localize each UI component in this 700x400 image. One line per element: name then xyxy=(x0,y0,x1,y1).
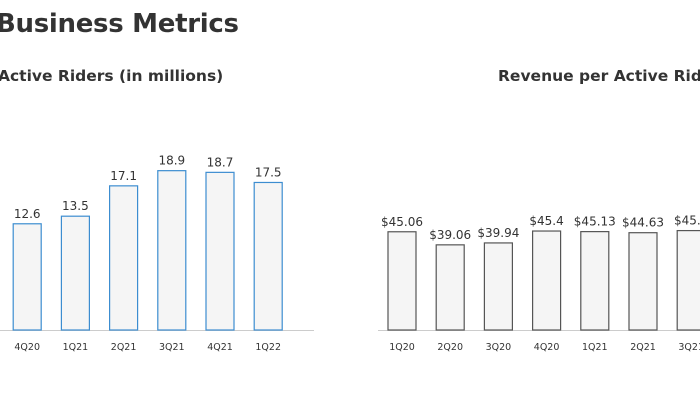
revenue-bar-1 xyxy=(435,244,465,331)
page-title: Business Metrics xyxy=(0,9,239,39)
riders-tick-label-3: 2Q21 xyxy=(111,342,137,353)
riders-bar-2 xyxy=(60,215,91,331)
riders-bar-5 xyxy=(205,171,235,331)
riders-bar-1 xyxy=(12,223,42,331)
revenue-value-label-3: $45.4 xyxy=(529,214,563,228)
riders-tick-label-4: 3Q21 xyxy=(159,342,185,353)
riders-tick-label-1: 4Q20 xyxy=(14,342,40,353)
riders-bar-4 xyxy=(157,170,187,331)
revenue-bar-5 xyxy=(628,232,658,331)
revenue-value-label-2: $39.94 xyxy=(477,226,519,240)
revenue-value-label-4: $45.13 xyxy=(574,215,616,229)
revenue-value-label-6: $45.6 xyxy=(674,214,700,228)
revenue-value-label-0: $45.06 xyxy=(381,215,423,229)
revenue-value-label-1: $39.06 xyxy=(429,228,471,242)
revenue-bar-3 xyxy=(531,230,562,331)
revenue-tick-label-6: 3Q21 xyxy=(678,342,700,353)
riders-value-label-1: 12.6 xyxy=(14,207,41,221)
riders-tick-label-2: 1Q21 xyxy=(63,342,89,353)
riders-bar-6 xyxy=(253,181,283,331)
revenue-tick-label-5: 2Q21 xyxy=(630,342,656,353)
riders-value-label-5: 18.7 xyxy=(207,155,234,169)
riders-value-label-6: 17.5 xyxy=(255,165,282,179)
revenue-tick-label-4: 1Q21 xyxy=(582,342,608,353)
riders-value-label-2: 13.5 xyxy=(62,199,89,213)
riders-value-label-4: 18.9 xyxy=(158,154,185,168)
riders-tick-label-5: 4Q21 xyxy=(207,342,233,353)
revenue-bar-0 xyxy=(387,231,417,331)
active-riders-chart-title: Active Riders (in millions) xyxy=(0,67,224,85)
revenue-value-label-5: $44.63 xyxy=(622,216,664,230)
revenue-tick-label-2: 3Q20 xyxy=(486,342,512,353)
revenue-tick-label-3: 4Q20 xyxy=(534,342,560,353)
revenue-bar-6 xyxy=(676,229,700,331)
revenue-bar-4 xyxy=(580,231,610,331)
riders-tick-label-6: 1Q22 xyxy=(255,342,281,353)
revenue-tick-label-1: 2Q20 xyxy=(437,342,463,353)
revenue-bar-2 xyxy=(483,242,513,331)
riders-value-label-3: 17.1 xyxy=(110,169,137,183)
revenue-tick-label-0: 1Q20 xyxy=(389,342,415,353)
riders-bar-3 xyxy=(108,185,139,331)
revenue-per-rider-chart-title: Revenue per Active Rider xyxy=(498,67,700,85)
